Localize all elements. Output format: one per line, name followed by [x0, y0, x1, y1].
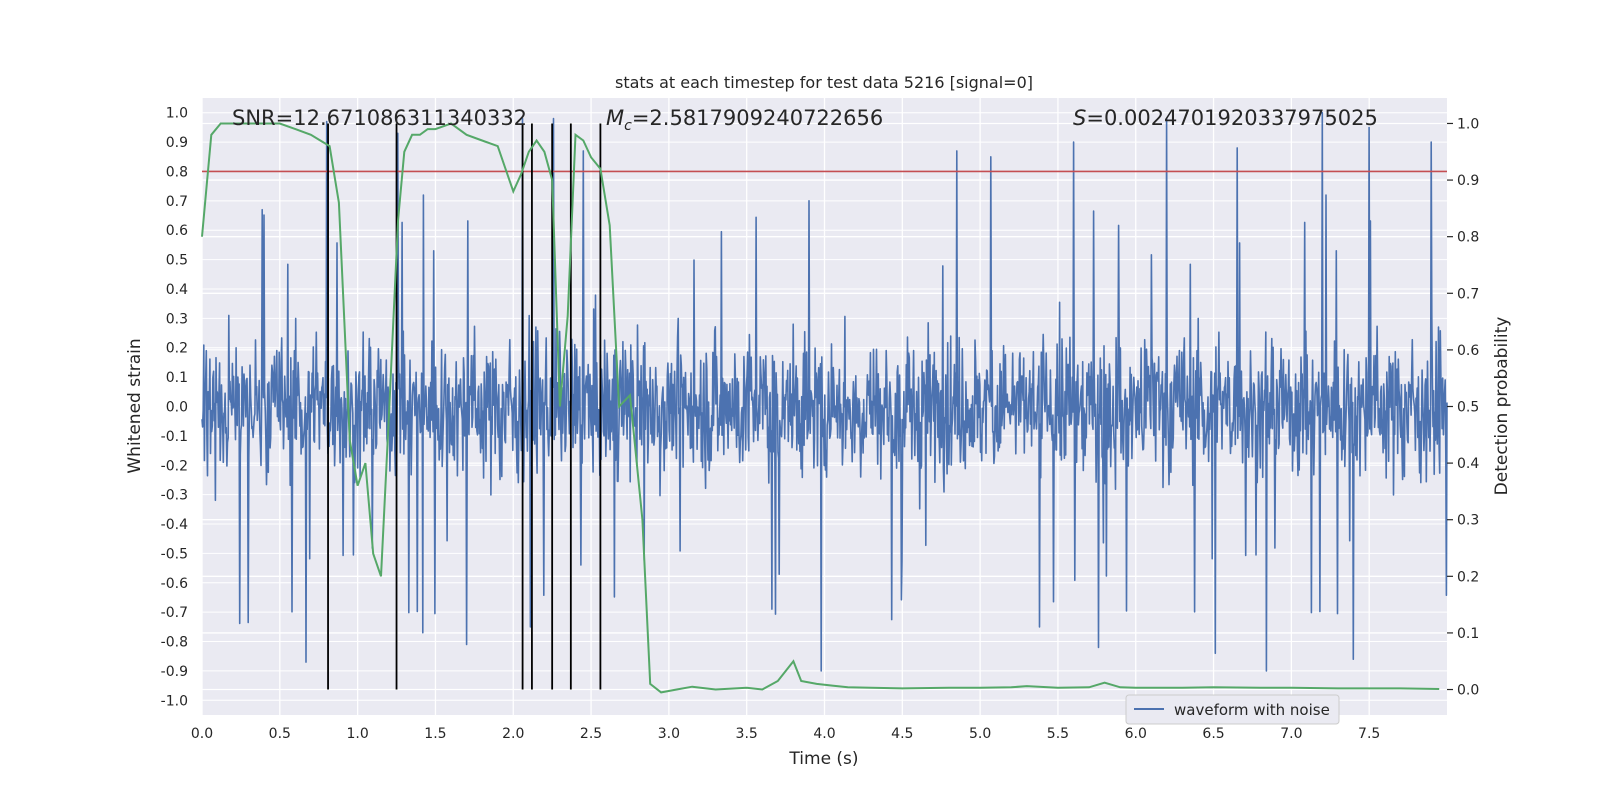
y-left-tick-label: -0.4 — [161, 517, 188, 533]
x-tick-label: 5.0 — [969, 726, 991, 742]
y-left-tick-label: -0.7 — [161, 605, 188, 621]
y-left-tick-label: -0.6 — [161, 576, 188, 592]
x-tick-label: 6.5 — [1202, 726, 1224, 742]
y-right-tick-label: 0.3 — [1457, 513, 1479, 529]
score-value: =0.0024701920337975025 — [1086, 106, 1378, 130]
y-left-tick-label: 0.0 — [166, 400, 188, 416]
y-left-tick-label: 0.3 — [166, 311, 188, 327]
y-left-tick-label: 0.4 — [166, 282, 188, 298]
y-left-tick-label: 0.7 — [166, 194, 188, 210]
y-right-tick-label: 0.9 — [1457, 173, 1479, 189]
waveform-series — [201, 111, 1448, 672]
y-left-tick-label: -0.8 — [161, 635, 188, 651]
y-left-tick-label: -0.3 — [161, 488, 188, 504]
snr-annotation: SNR=12.671086311340332 — [232, 106, 527, 130]
x-tick-label: 0.0 — [191, 726, 213, 742]
x-tick-label: 6.0 — [1125, 726, 1147, 742]
legend-label: waveform with noise — [1174, 701, 1330, 719]
y-left-tick-label: -0.9 — [161, 664, 188, 680]
y-left-tick-label: 1.0 — [166, 106, 188, 122]
x-axis-label: Time (s) — [788, 749, 858, 769]
y-right-tick-label: 1.0 — [1457, 116, 1479, 132]
y-left-tick-label: 0.5 — [166, 253, 188, 269]
y-right-tick-label: 0.4 — [1457, 456, 1479, 472]
x-tick-label: 2.0 — [502, 726, 524, 742]
y-right-tick-label: 0.2 — [1457, 569, 1479, 585]
y-left-tick-label: 0.2 — [166, 341, 188, 357]
y-left-tick-label: 0.8 — [166, 164, 188, 180]
y-left-tick-label: -1.0 — [161, 693, 188, 709]
chirp-mass-annotation: Mc=2.5817909240722656 — [606, 106, 883, 134]
x-tick-label: 1.0 — [346, 726, 368, 742]
probability-series — [201, 122, 1440, 694]
legend: waveform with noise — [1125, 694, 1340, 725]
y-right-tick-label: 0.1 — [1457, 626, 1479, 642]
y-left-tick-label: 0.1 — [166, 370, 188, 386]
y-right-tick-label: 0.7 — [1457, 286, 1479, 302]
x-tick-label: 0.5 — [269, 726, 291, 742]
x-tick-labels: 0.0 0.5 1.0 1.5 2.0 2.5 3.0 3.5 4.0 4.5 5.0 5.5 6.0 6… — [191, 726, 1380, 742]
x-tick-label: 3.0 — [658, 726, 680, 742]
probability-line — [201, 122, 1440, 694]
y-left-tick-label: -0.2 — [161, 458, 188, 474]
y-axis-left-label: Whitened strain — [125, 338, 145, 473]
chirp-mass-value: =2.5817909240722656 — [632, 106, 883, 130]
y-left-tick-label: -0.1 — [161, 429, 188, 445]
x-tick-label: 7.0 — [1280, 726, 1302, 742]
y-right-tick-label: 0.8 — [1457, 230, 1479, 246]
y-left-tick-label: 0.6 — [166, 223, 188, 239]
y-right-tick-label: 0.0 — [1457, 683, 1479, 699]
y-axis-right-label: Detection probability — [1492, 317, 1512, 496]
x-tick-label: 3.5 — [736, 726, 758, 742]
legend-box — [1125, 694, 1340, 725]
x-tick-label: 7.5 — [1358, 726, 1380, 742]
y-left-tick-label: 0.9 — [166, 135, 188, 151]
chart-title: stats at each timestep for test data 521… — [615, 73, 1033, 92]
y-right-tick-labels: 1.0 0.9 0.8 0.7 0.6 0.5 0.4 0.3 0.2 0.1 0.0 — [1447, 116, 1479, 699]
chirp-mass-symbol: M — [606, 106, 624, 130]
score-annotation: S=0.0024701920337975025 — [1073, 106, 1378, 130]
waveform-line — [201, 111, 1448, 672]
x-tick-label: 2.5 — [580, 726, 602, 742]
score-symbol: S — [1073, 106, 1086, 130]
x-tick-label: 4.0 — [813, 726, 835, 742]
y-right-tick-label: 0.5 — [1457, 400, 1479, 416]
y-right-tick-label: 0.6 — [1457, 343, 1479, 359]
chirp-mass-subscript: c — [624, 118, 632, 134]
x-tick-label: 1.5 — [424, 726, 446, 742]
x-tick-label: 5.5 — [1047, 726, 1069, 742]
y-left-tick-labels: 1.0 0.9 0.8 0.7 0.6 0.5 0.4 0.3 0.2 0.1 0.0 -0.1 -0.… — [161, 106, 188, 710]
y-left-tick-label: -0.5 — [161, 546, 188, 562]
x-tick-label: 4.5 — [891, 726, 913, 742]
vertical-markers — [327, 123, 602, 690]
